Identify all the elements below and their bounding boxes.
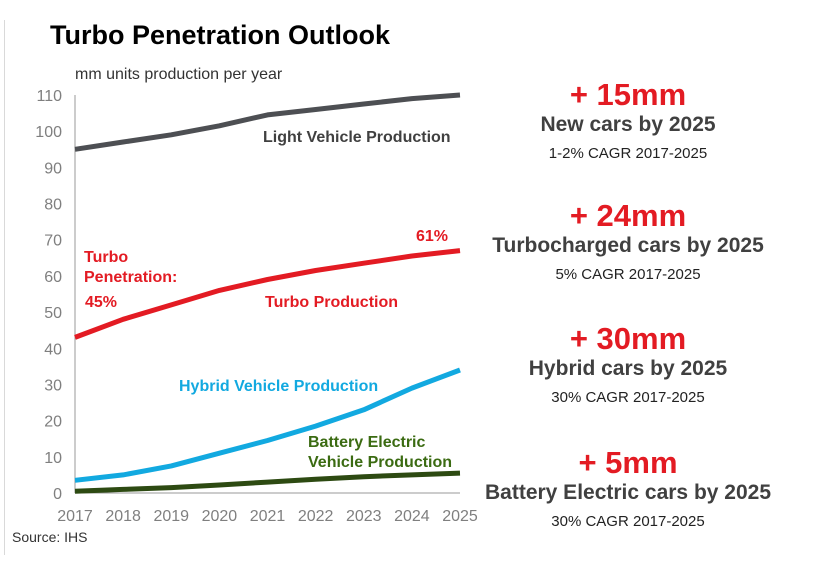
label-light-vehicle: Light Vehicle Production xyxy=(263,129,451,146)
series-line-hybrid xyxy=(74,367,461,483)
x-tick-label: 2024 xyxy=(394,508,430,525)
callout-cagr: 30% CAGR 2017-2025 xyxy=(551,389,705,406)
y-tick-label: 40 xyxy=(44,341,62,358)
x-tick-labels: 2017 2018 2019 2020 2021 2022 2023 2024 2025 xyxy=(57,508,478,525)
label-battery-line1: Battery Electric xyxy=(308,434,425,451)
callout-value: + 5mm xyxy=(578,445,678,480)
label-turbo-start-pct: 45% xyxy=(85,294,117,311)
left-rule xyxy=(4,20,5,555)
x-tick-label: 2022 xyxy=(298,508,334,525)
x-tick-label: 2018 xyxy=(105,508,141,525)
y-tick-label: 80 xyxy=(44,197,62,214)
callout-cagr: 1-2% CAGR 2017-2025 xyxy=(548,145,708,162)
source-note: Source: IHS xyxy=(12,529,88,545)
callout-value: + 30mm xyxy=(569,321,687,356)
label-turbo-production: Turbo Production xyxy=(265,294,398,311)
x-tick-label: 2017 xyxy=(57,508,93,525)
label-turbo-end-pct: 61% xyxy=(416,228,448,245)
chart-title: Turbo Penetration Outlook xyxy=(50,20,390,50)
callout-subtitle: Hybrid cars by 2025 xyxy=(528,357,728,380)
label-hybrid: Hybrid Vehicle Production xyxy=(179,378,378,395)
x-tick-label: 2025 xyxy=(442,508,478,525)
x-tick-label: 2021 xyxy=(250,508,286,525)
series-line-turbo xyxy=(74,248,461,340)
x-tick-label: 2020 xyxy=(202,508,238,525)
y-tick-label: 110 xyxy=(36,88,62,105)
y-tick-label: 50 xyxy=(44,305,62,322)
label-battery-line2: Vehicle Production xyxy=(308,454,452,471)
x-tick-label: 2019 xyxy=(153,508,189,525)
y-tick-label: 10 xyxy=(44,450,62,467)
x-tick-label: 2023 xyxy=(346,508,382,525)
callout-cagr: 5% CAGR 2017-2025 xyxy=(555,266,701,283)
y-tick-labels: 0 10 20 30 40 50 60 70 80 90 100 110 xyxy=(35,88,62,503)
callout-hybrid: + 30mm Hybrid cars by 2025 30% CAGR 2017… xyxy=(470,322,786,408)
callout-turbocharged: + 24mm Turbocharged cars by 2025 5% CAGR… xyxy=(470,199,786,285)
callout-subtitle: Turbocharged cars by 2025 xyxy=(492,234,764,257)
callout-new-cars: + 15mm New cars by 2025 1-2% CAGR 2017-2… xyxy=(470,78,786,164)
callout-subtitle: New cars by 2025 xyxy=(540,113,716,136)
y-tick-label: 70 xyxy=(44,233,62,250)
y-tick-label: 30 xyxy=(44,377,62,394)
series-line-battery-electric xyxy=(74,470,461,494)
y-tick-label: 90 xyxy=(44,160,62,177)
label-turbo-penetration-2: Penetration: xyxy=(84,269,177,286)
series-lines xyxy=(74,92,461,494)
y-tick-label: 20 xyxy=(44,414,62,431)
callout-value: + 15mm xyxy=(569,77,687,112)
callout-battery-electric: + 5mm Battery Electric cars by 2025 30% … xyxy=(456,446,800,532)
axes xyxy=(74,95,460,494)
y-axis-label: mm units production per year xyxy=(75,66,283,83)
callout-value: + 24mm xyxy=(569,198,687,233)
label-turbo-penetration-1: Turbo xyxy=(84,249,128,266)
callout-cagr: 30% CAGR 2017-2025 xyxy=(551,513,705,530)
callout-subtitle: Battery Electric cars by 2025 xyxy=(484,481,771,504)
y-tick-label: 0 xyxy=(53,486,62,503)
y-tick-label: 60 xyxy=(44,269,62,286)
series-line-light-vehicle xyxy=(74,92,461,152)
y-tick-label: 100 xyxy=(35,124,62,141)
